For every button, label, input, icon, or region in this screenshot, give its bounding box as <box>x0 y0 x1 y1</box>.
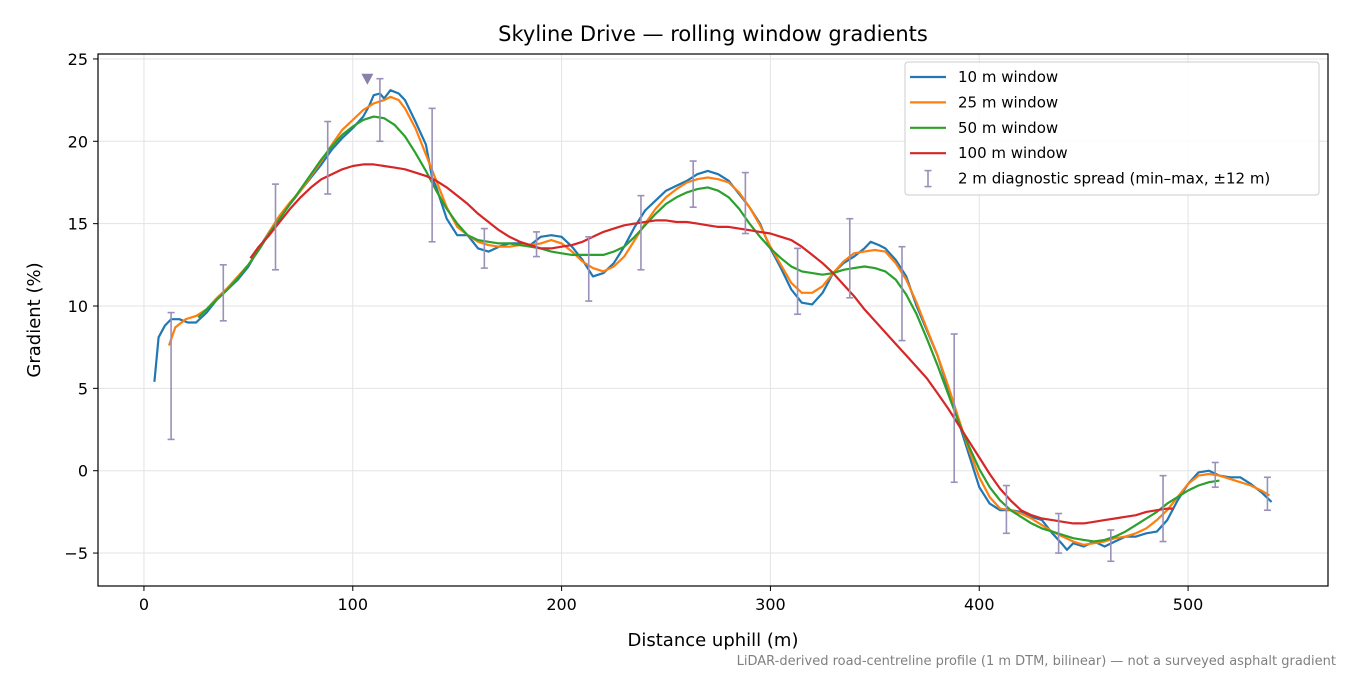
error-bar <box>376 77 384 143</box>
x-tick-label: 400 <box>964 595 995 614</box>
y-tick-label: 5 <box>78 379 88 398</box>
error-bar <box>794 247 802 316</box>
error-bar <box>167 311 175 441</box>
legend-label-errorbar: 2 m diagnostic spread (min–max, ±12 m) <box>958 170 1270 188</box>
x-tick-label: 0 <box>139 595 149 614</box>
error-bar <box>1002 484 1010 535</box>
y-tick-label: 0 <box>78 462 88 481</box>
x-tick-label: 300 <box>755 595 786 614</box>
x-axis-ticks: 0 100 200 300 400 500 <box>139 586 1204 614</box>
x-tick-label: 500 <box>1173 595 1204 614</box>
chart-title: Skyline Drive — rolling window gradients <box>498 22 928 46</box>
error-bar <box>1107 529 1115 563</box>
error-bar <box>219 264 227 322</box>
error-bar <box>1159 474 1167 543</box>
error-bar <box>428 107 436 243</box>
legend-label-2: 25 m window <box>958 93 1058 111</box>
error-bar <box>637 194 645 271</box>
error-bar <box>898 245 906 342</box>
error-bar <box>1211 461 1219 488</box>
legend-label-3: 50 m window <box>958 119 1058 137</box>
error-bars <box>167 77 1271 563</box>
error-bar <box>324 120 332 195</box>
error-bar <box>950 333 958 484</box>
y-tick-label: −5 <box>64 544 88 563</box>
error-bar <box>741 171 749 235</box>
legend-label-4: 100 m window <box>958 144 1068 162</box>
error-bar <box>585 236 593 302</box>
error-bar <box>689 160 697 208</box>
x-tick-label: 200 <box>546 595 577 614</box>
legend: 10 m window 25 m window 50 m window 100 m w… <box>904 61 1320 196</box>
y-tick-label: 15 <box>68 215 88 234</box>
error-bar <box>480 227 488 269</box>
plot-frame <box>97 53 1329 587</box>
series-line-4 <box>249 163 1174 525</box>
x-tick-label: 100 <box>337 595 368 614</box>
y-axis-ticks: −5 0 5 10 15 20 25 <box>64 50 98 563</box>
y-tick-label: 10 <box>68 297 88 316</box>
footnote: LiDAR-derived road-centreline profile (1… <box>737 654 1336 669</box>
series-lines <box>153 89 1273 551</box>
y-tick-label: 25 <box>68 50 88 69</box>
peak-marker-layer <box>361 73 374 85</box>
error-bar <box>272 183 280 271</box>
error-bar <box>1263 476 1271 512</box>
x-axis-title: Distance uphill (m) <box>628 630 799 651</box>
legend-box <box>904 61 1320 196</box>
y-axis-title: Gradient (%) <box>24 262 45 377</box>
error-bar <box>846 217 854 299</box>
series-line-2 <box>167 95 1271 546</box>
y-tick-label: 20 <box>68 132 88 151</box>
series-line-3 <box>197 115 1220 543</box>
legend-label-1: 10 m window <box>958 68 1058 86</box>
series-line-1 <box>153 89 1273 551</box>
peak-marker <box>361 73 374 85</box>
error-bar <box>533 231 541 258</box>
error-bar <box>1055 512 1063 554</box>
legend-swatch-errorbar <box>924 169 932 188</box>
